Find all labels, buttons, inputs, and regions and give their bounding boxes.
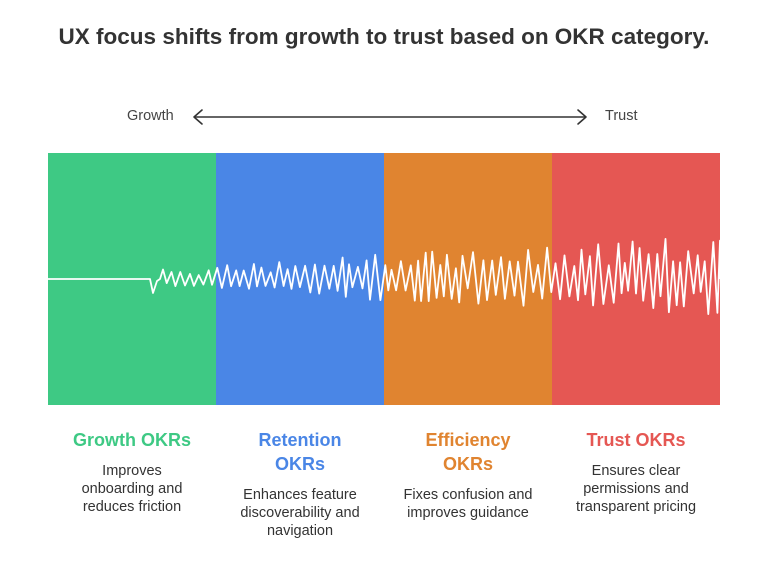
category-growth-title: Growth OKRs (72, 430, 191, 450)
category-efficiency: Efficiency OKRs Fixes confusion and impr… (384, 428, 552, 522)
page-title: UX focus shifts from growth to trust bas… (58, 24, 710, 49)
band-efficiency (384, 153, 552, 405)
category-trust: Trust OKRs Ensures clear permissions and… (552, 428, 720, 516)
category-efficiency-title: Efficiency OKRs (425, 430, 511, 474)
axis-label-trust: Trust (605, 108, 638, 124)
category-growth-description: Improves onboarding and reduces friction (81, 463, 183, 515)
axis-label-growth: Growth (127, 108, 174, 124)
category-trust-description: Ensures clear permissions and transparen… (575, 463, 697, 515)
category-efficiency-description: Fixes confusion and improves guidance (403, 487, 533, 521)
signal-waveform (48, 237, 721, 316)
category-retention-title: Retention OKRs (258, 430, 342, 474)
okr-spectrum-band (48, 153, 721, 405)
category-growth: Growth OKRs Improves onboarding and redu… (48, 428, 216, 516)
category-trust-title: Trust OKRs (586, 430, 686, 450)
double-arrow-icon (193, 109, 587, 125)
category-retention-description: Enhances feature discoverability and nav… (240, 487, 360, 539)
band-retention (216, 153, 384, 405)
category-retention: Retention OKRs Enhances feature discover… (216, 428, 384, 540)
